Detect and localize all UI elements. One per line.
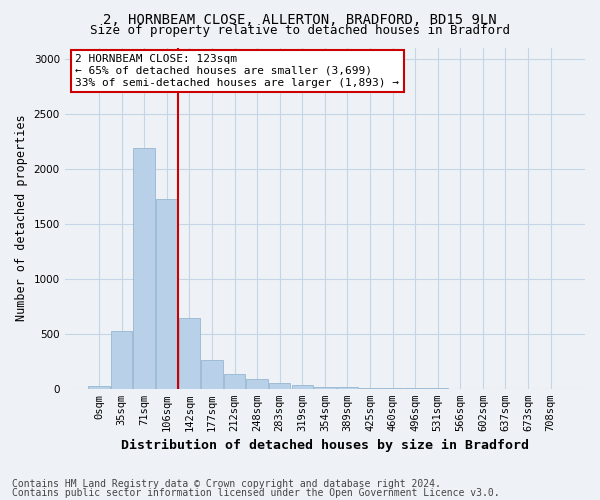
Text: Size of property relative to detached houses in Bradford: Size of property relative to detached ho… <box>90 24 510 37</box>
Bar <box>292 386 313 388</box>
Bar <box>88 386 110 388</box>
Text: Contains HM Land Registry data © Crown copyright and database right 2024.: Contains HM Land Registry data © Crown c… <box>12 479 441 489</box>
Text: Contains public sector information licensed under the Open Government Licence v3: Contains public sector information licen… <box>12 488 500 498</box>
Bar <box>179 318 200 388</box>
X-axis label: Distribution of detached houses by size in Bradford: Distribution of detached houses by size … <box>121 440 529 452</box>
Bar <box>156 200 178 388</box>
Bar <box>224 374 245 388</box>
Text: 2 HORNBEAM CLOSE: 123sqm
← 65% of detached houses are smaller (3,699)
33% of sem: 2 HORNBEAM CLOSE: 123sqm ← 65% of detach… <box>75 54 399 88</box>
Bar <box>269 383 290 388</box>
Bar <box>201 360 223 388</box>
Bar <box>314 386 335 388</box>
Bar <box>111 332 133 388</box>
Bar <box>133 148 155 388</box>
Bar <box>247 379 268 388</box>
Text: 2, HORNBEAM CLOSE, ALLERTON, BRADFORD, BD15 9LN: 2, HORNBEAM CLOSE, ALLERTON, BRADFORD, B… <box>103 12 497 26</box>
Y-axis label: Number of detached properties: Number of detached properties <box>15 115 28 322</box>
